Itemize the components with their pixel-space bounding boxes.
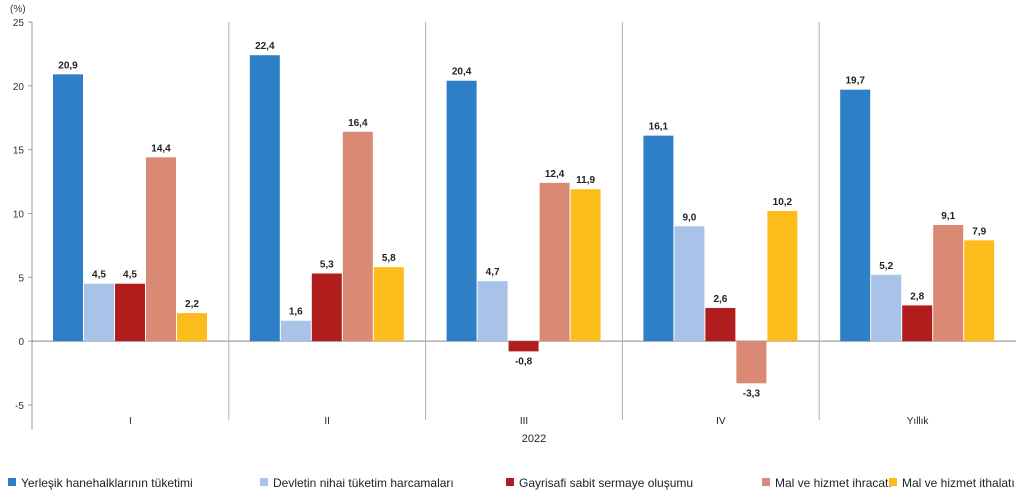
bar xyxy=(146,157,176,342)
bar xyxy=(373,267,404,342)
data-label: 19,7 xyxy=(845,76,865,87)
bar xyxy=(964,240,995,342)
bar xyxy=(902,305,933,342)
data-label: 20,9 xyxy=(58,60,78,71)
bar xyxy=(280,320,311,342)
data-label: 2,2 xyxy=(185,299,199,310)
legend-swatch xyxy=(762,478,770,486)
y-tick-label: 15 xyxy=(13,146,25,157)
bar xyxy=(539,182,570,342)
bar xyxy=(311,273,342,342)
data-label: 16,4 xyxy=(348,118,368,129)
data-label: -3,3 xyxy=(743,388,761,399)
bar xyxy=(674,226,705,342)
y-unit-label: (%) xyxy=(10,4,26,15)
value-labels: 20,9 4,5 4,5 14,4 2,2 22,4 1,6 5,3 16,4 5,8 20,4 4,… xyxy=(58,41,986,399)
legend-item: Mal ve hizmet ihracatı xyxy=(762,476,892,490)
bar xyxy=(53,74,83,342)
x-tick-label: Yıllık xyxy=(907,416,930,427)
data-label: 5,8 xyxy=(382,253,396,264)
bar xyxy=(84,283,114,342)
bar xyxy=(705,307,736,342)
data-label: 4,5 xyxy=(123,270,137,281)
bar xyxy=(570,189,601,342)
x-tick-label: II xyxy=(324,416,330,427)
legend-item: Mal ve hizmet ithalatı xyxy=(889,476,1015,490)
data-label: 5,3 xyxy=(320,260,334,271)
bar xyxy=(767,210,798,342)
bar-chart: (%) -5 0 5 10 15 20 25 20,9 4,5 4,5 14,4 2,2 22,4 1,… xyxy=(10,4,1016,445)
legend: Yerleşik hanehalklarının tüketimi Devleti… xyxy=(8,476,1016,493)
legend-swatch xyxy=(8,478,16,486)
y-tick-label: 20 xyxy=(13,82,25,93)
data-label: 10,2 xyxy=(773,197,793,208)
data-label: 7,9 xyxy=(972,226,986,237)
data-label: 9,0 xyxy=(682,212,696,223)
x-group-label: 2022 xyxy=(522,433,546,445)
legend-item: Yerleşik hanehalklarının tüketimi xyxy=(8,476,193,490)
bar xyxy=(933,224,964,342)
y-tick-label: -5 xyxy=(15,401,24,412)
data-label: 5,2 xyxy=(879,261,893,272)
legend-label: Devletin nihai tüketim harcamaları xyxy=(273,476,454,490)
data-label: 11,9 xyxy=(576,175,595,186)
data-label: 20,4 xyxy=(452,67,472,78)
bar xyxy=(840,89,871,342)
y-tick-label: 10 xyxy=(13,210,25,221)
data-label: 12,4 xyxy=(545,169,565,180)
bar xyxy=(871,274,902,342)
x-tick-label: III xyxy=(520,416,528,427)
data-label: 4,7 xyxy=(486,267,500,278)
x-tick-label: I xyxy=(129,416,132,427)
data-label: 2,8 xyxy=(910,291,924,302)
bar xyxy=(477,281,508,342)
data-label: -0,8 xyxy=(515,356,533,367)
bar xyxy=(643,135,674,342)
x-tick-label: IV xyxy=(716,416,726,427)
data-label: 2,6 xyxy=(713,294,727,305)
bar xyxy=(446,80,477,342)
bar xyxy=(115,283,145,342)
y-tick-label: 25 xyxy=(13,18,25,29)
y-tick-label: 0 xyxy=(18,337,24,348)
bar xyxy=(508,341,539,352)
data-label: 4,5 xyxy=(92,270,106,281)
bar xyxy=(249,55,280,342)
legend-swatch xyxy=(506,478,514,486)
data-label: 22,4 xyxy=(255,41,275,52)
legend-item: Gayrisafi sabit sermaye oluşumu xyxy=(506,476,693,490)
legend-label: Gayrisafi sabit sermaye oluşumu xyxy=(519,476,694,490)
bar xyxy=(342,131,373,342)
y-tick-label: 5 xyxy=(18,273,24,284)
legend-item: Devletin nihai tüketim harcamaları xyxy=(260,476,454,490)
bar xyxy=(177,313,207,342)
legend-label: Mal ve hizmet ihracatı xyxy=(775,476,892,490)
data-label: 9,1 xyxy=(941,211,955,222)
legend-label: Mal ve hizmet ithalatı xyxy=(902,476,1015,490)
data-label: 16,1 xyxy=(649,122,669,133)
legend-label: Yerleşik hanehalklarının tüketimi xyxy=(21,476,193,490)
legend-swatch xyxy=(260,478,268,486)
bar xyxy=(736,341,767,384)
data-label: 1,6 xyxy=(289,307,303,318)
bars xyxy=(53,55,995,384)
legend-swatch xyxy=(889,478,897,486)
data-label: 14,4 xyxy=(151,143,171,154)
x-tick-labels: I II III IV Yıllık xyxy=(129,416,929,427)
